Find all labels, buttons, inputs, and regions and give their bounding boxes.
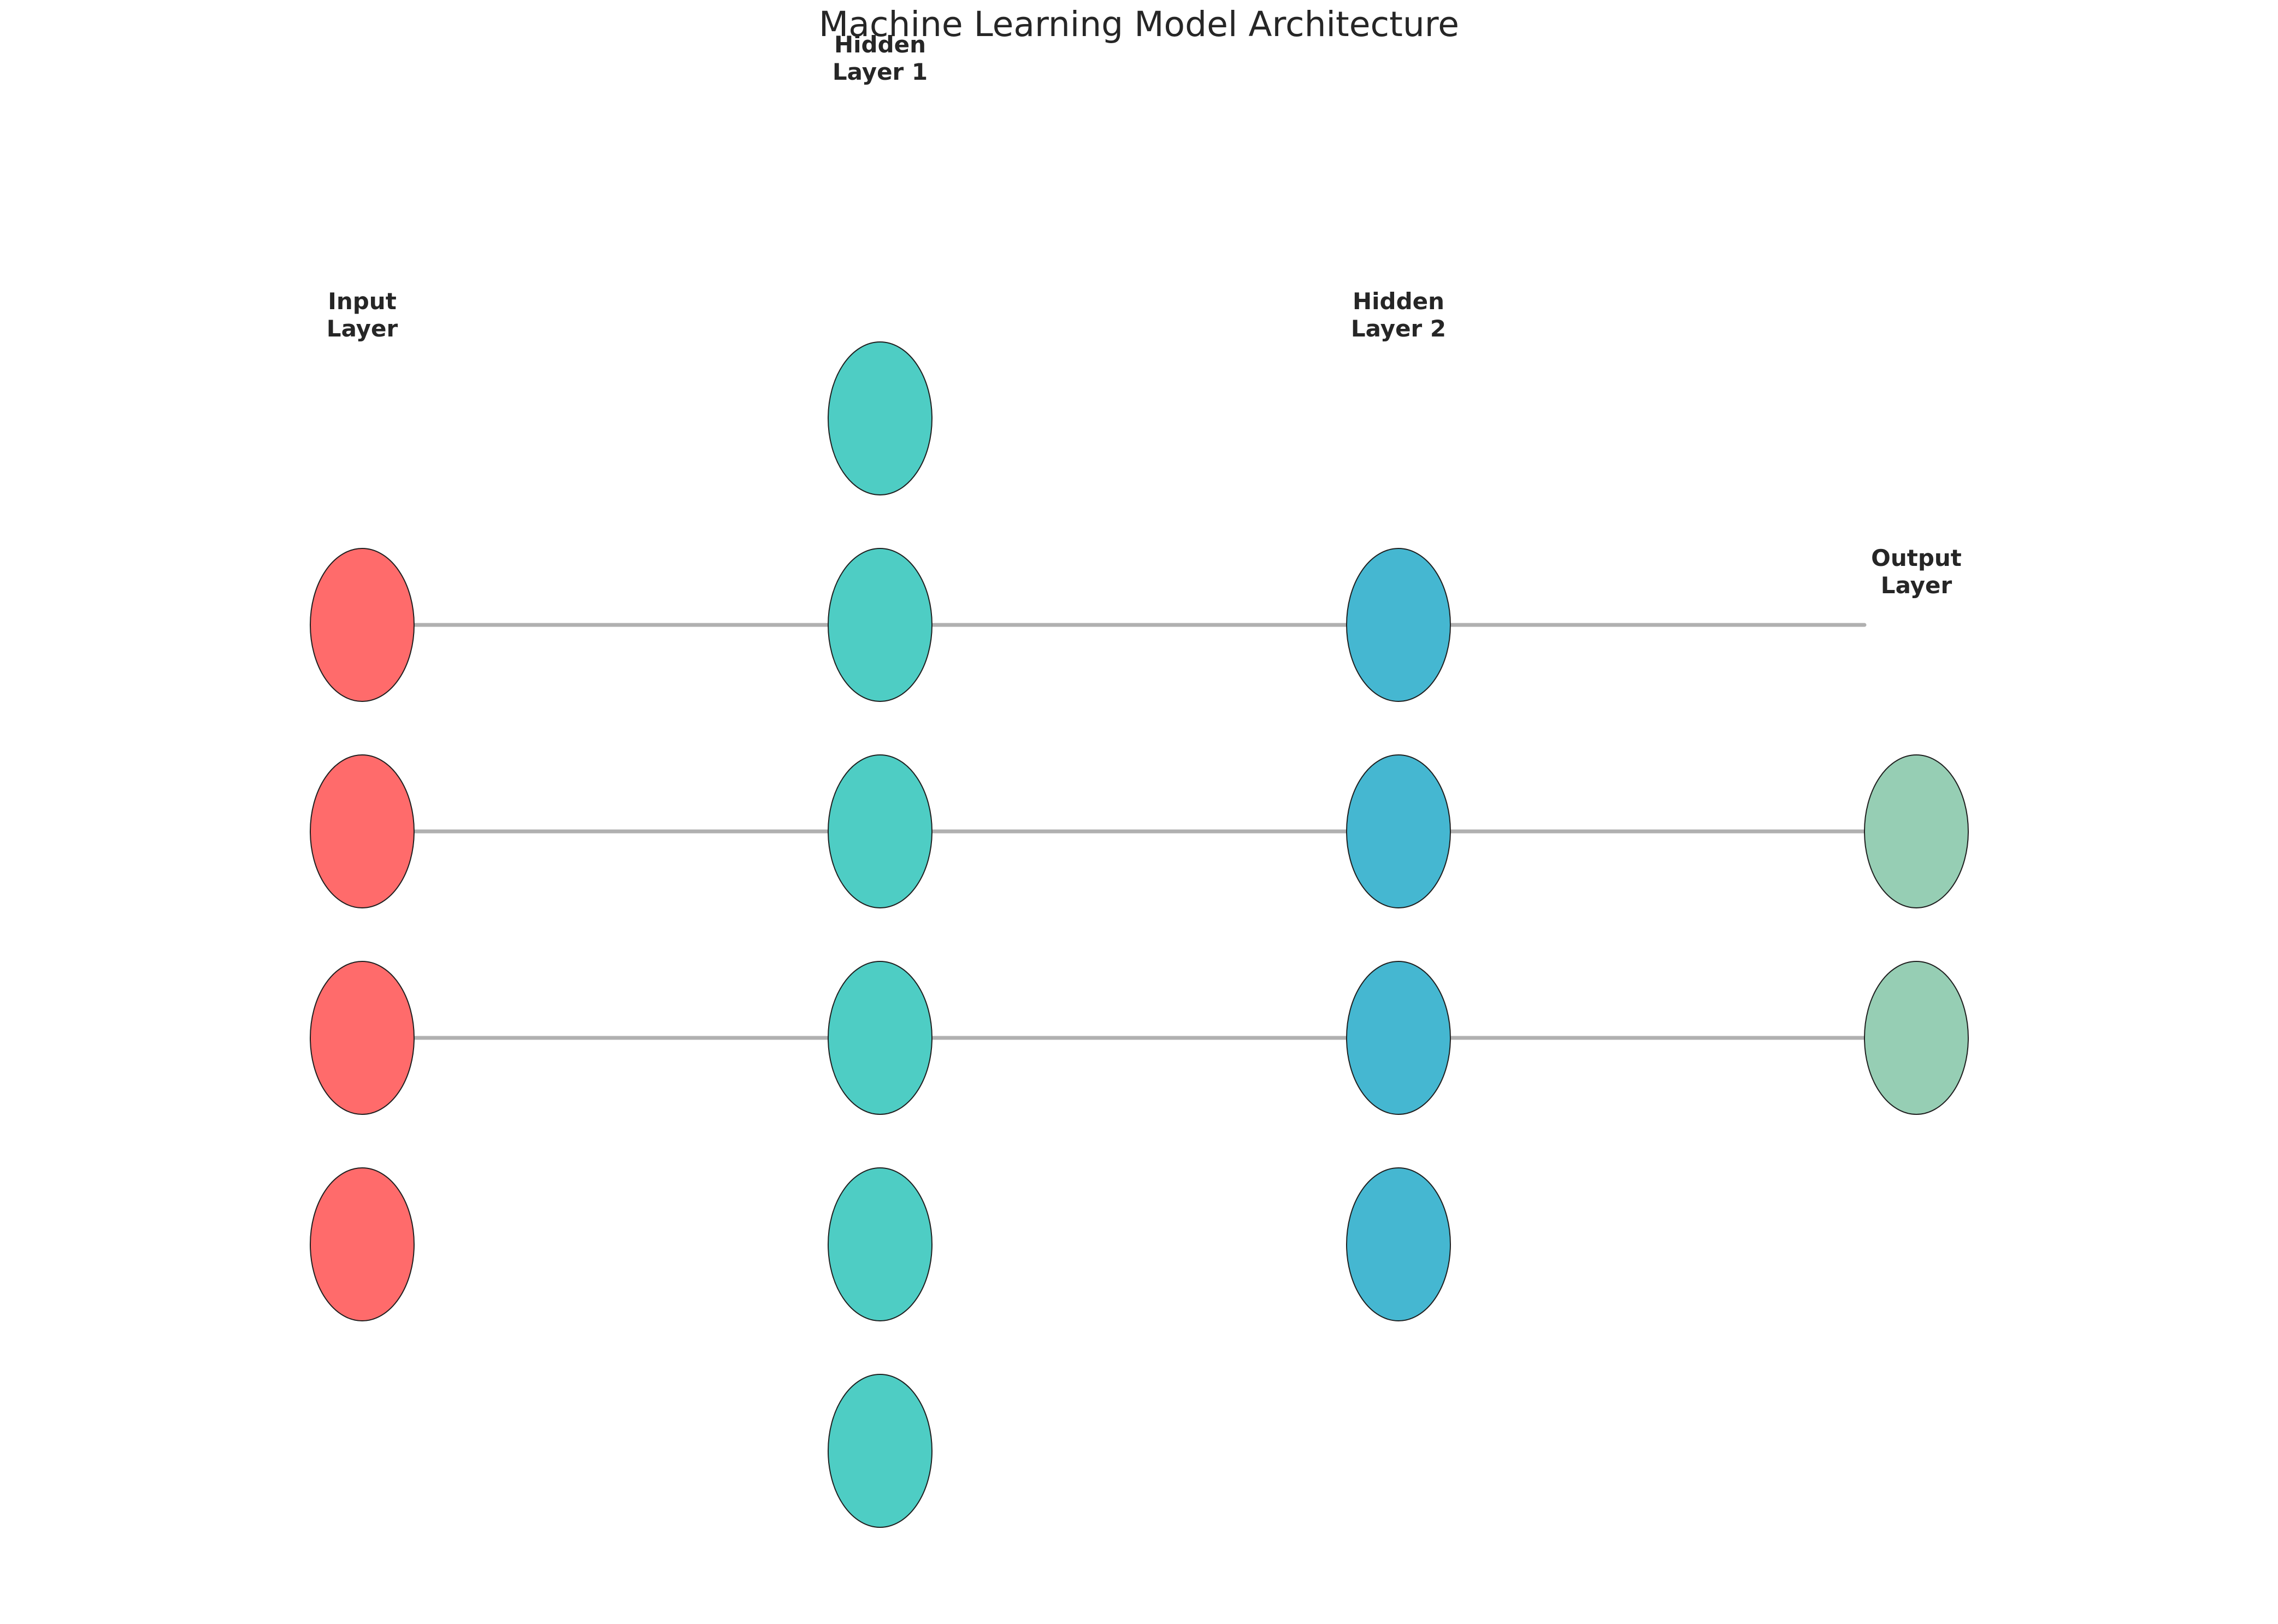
output-node — [1864, 961, 1969, 1115]
hidden1-node — [828, 961, 933, 1115]
output-node — [1864, 754, 1969, 908]
hidden1-node — [828, 1167, 933, 1321]
hidden1-node — [828, 754, 933, 908]
hidden2-node — [1346, 1167, 1451, 1321]
hidden2-node — [1346, 961, 1451, 1115]
hidden2-node — [1346, 754, 1451, 908]
input-node — [310, 1167, 415, 1321]
input-node — [310, 548, 415, 702]
hidden1-node — [828, 341, 933, 495]
hidden1-layer-label: Hidden Layer 1 — [832, 31, 928, 85]
hidden2-layer-label: Hidden Layer 2 — [1350, 288, 1447, 342]
figure-title: Machine Learning Model Architecture — [818, 4, 1460, 44]
input-layer-label: Input Layer — [326, 288, 398, 342]
output-layer-label: Output Layer — [1871, 545, 1962, 599]
hidden1-node — [828, 548, 933, 702]
hidden2-node — [1346, 548, 1451, 702]
input-node — [310, 961, 415, 1115]
hidden1-node — [828, 1374, 933, 1528]
input-node — [310, 754, 415, 908]
